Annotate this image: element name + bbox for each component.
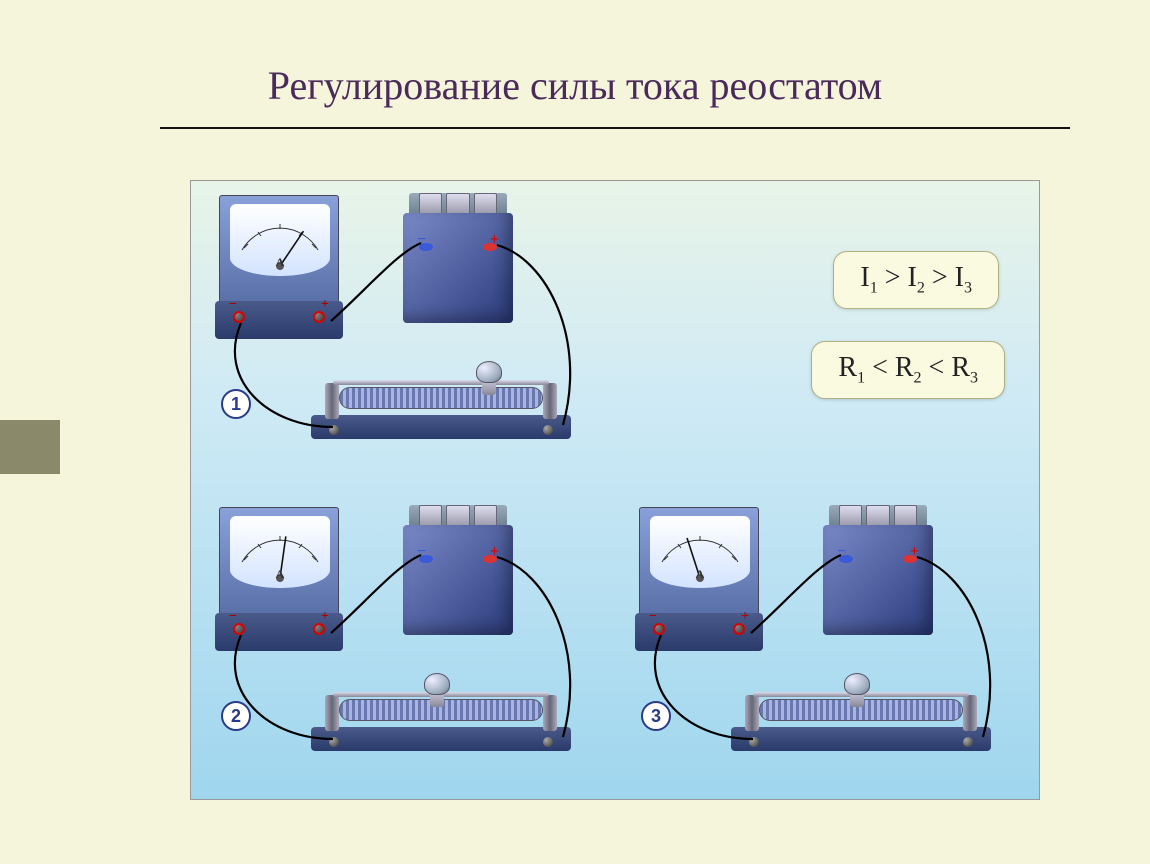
rheostat-3 (731, 671, 991, 751)
slide: Регулирование силы тока реостатом I1 > I… (0, 0, 1150, 864)
ammeter-3: A − + (635, 501, 763, 651)
battery-body: − + (403, 213, 513, 323)
ammeter-2: A − + (215, 501, 343, 651)
ammeter-label: A (230, 255, 330, 270)
rheostat-1 (311, 359, 571, 439)
title-rule (160, 127, 1070, 129)
setup-number-badge: 1 (221, 389, 251, 419)
ammeter-frame: A (219, 195, 339, 303)
ammeter-pos-sign: + (321, 297, 329, 313)
accent-bar (0, 420, 60, 474)
setup-number-badge: 2 (221, 701, 251, 731)
ammeter-neg-sign: − (229, 297, 237, 313)
rheostat-base (311, 415, 571, 439)
rheostat-coil (339, 387, 543, 409)
ammeter-1: A − + (215, 189, 343, 339)
ammeter-dial: A (230, 204, 330, 276)
rheostat-contact-left (329, 425, 339, 435)
circuit-setup-3: A − + − + 3 (627, 501, 1027, 761)
circuit-setup-2: A − + − + 2 (207, 501, 607, 761)
battery-2: − + (403, 505, 513, 635)
battery-pos-sign: + (490, 231, 499, 249)
formula-resistance: R1 < R2 < R3 (811, 341, 1005, 399)
circuit-setup-1: A − + − + (207, 189, 607, 449)
battery-1: − + (403, 193, 513, 323)
rheostat-slider (472, 365, 506, 395)
rheostat-rod (333, 380, 549, 385)
battery-3: − + (823, 505, 933, 635)
rheostat-post-left (325, 383, 339, 419)
setup-number-badge: 3 (641, 701, 671, 731)
formula-current: I1 > I2 > I3 (833, 251, 999, 309)
rheostat-contact-right (543, 425, 553, 435)
rheostat-post-right (543, 383, 557, 419)
diagram-panel: I1 > I2 > I3 R1 < R2 < R3 (190, 180, 1040, 800)
battery-neg-sign: − (417, 231, 426, 249)
page-title: Регулирование силы тока реостатом (0, 0, 1150, 109)
rheostat-2 (311, 671, 571, 751)
